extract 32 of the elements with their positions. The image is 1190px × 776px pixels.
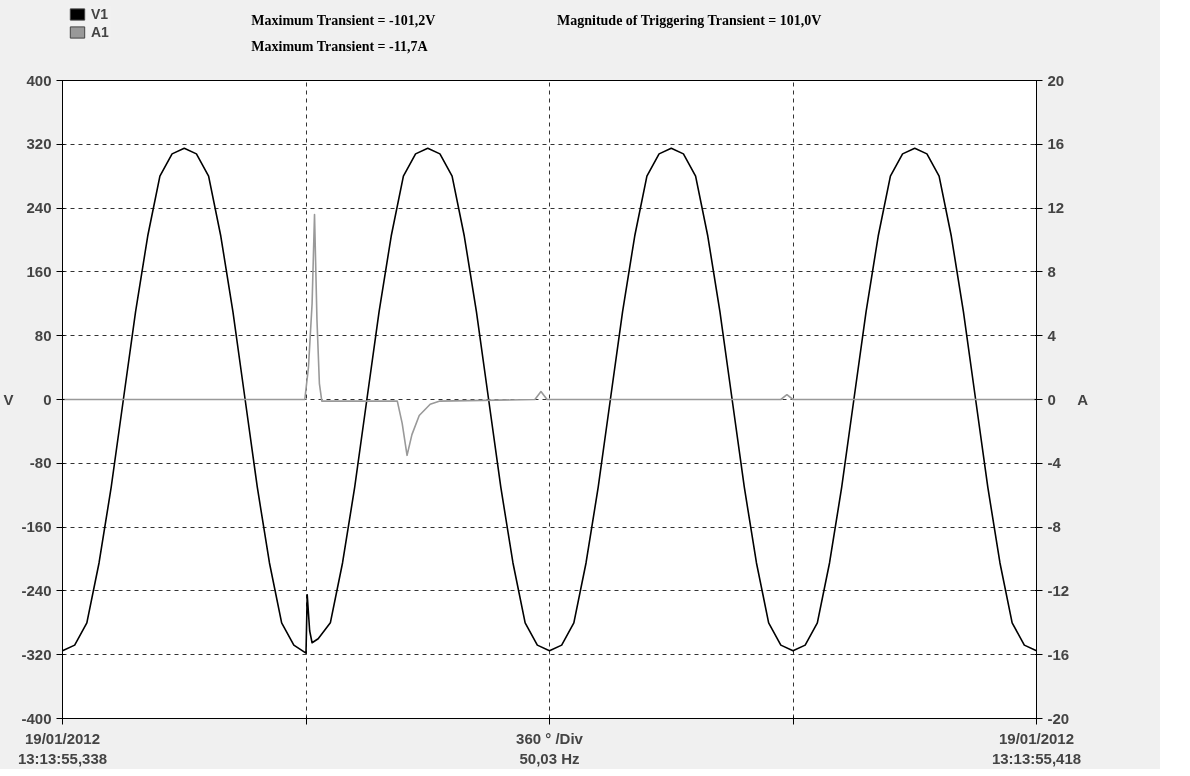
y2-tick-label: -8 [1047, 518, 1061, 536]
y-tick-label: 0 [43, 390, 52, 408]
y-tick-label: -160 [21, 518, 52, 536]
y2-tick-label: 12 [1047, 199, 1065, 217]
y-tick-label: -240 [21, 581, 52, 599]
text: Maximum Transient = -11,7A [251, 39, 429, 54]
x-tick-label: 19/01/2012 13:13:55,418 [991, 729, 1082, 767]
y2-tick-label: 16 [1047, 135, 1065, 153]
y-tick-label: -400 [21, 709, 52, 727]
y2-axis-title: A [1077, 391, 1089, 408]
y2-tick-label: 4 [1047, 326, 1057, 344]
y-axis-title: V [3, 391, 14, 408]
text: Maximum Transient = -101,2V [251, 13, 436, 28]
y2-tick-label: -12 [1047, 581, 1070, 599]
y-tick-label: 240 [26, 199, 52, 217]
y2-tick-label: 0 [1047, 390, 1056, 408]
y-tick-label: 320 [26, 135, 52, 153]
y-tick-label: -320 [21, 645, 52, 663]
y-tick-label: 80 [34, 326, 52, 344]
text: Magnitude of Triggering Transient = 101,0V [557, 13, 822, 28]
y2-tick-label: -4 [1047, 454, 1062, 472]
y2-tick-label: 20 [1047, 71, 1065, 89]
x-tick-label: 19/01/2012 13:13:55,338 [17, 729, 108, 767]
y2-tick-label: 8 [1047, 262, 1056, 280]
y2-tick-label: -16 [1047, 645, 1070, 663]
x-tick-label: 360 ° /Div 50,03 Hz [516, 729, 584, 767]
y-tick-label: 400 [26, 71, 52, 89]
legend-label: V1 [91, 6, 110, 22]
y-tick-label: -80 [29, 454, 52, 472]
y2-tick-label: -20 [1047, 709, 1070, 727]
y-tick-label: 160 [26, 262, 52, 280]
legend-label: A1 [91, 24, 110, 40]
